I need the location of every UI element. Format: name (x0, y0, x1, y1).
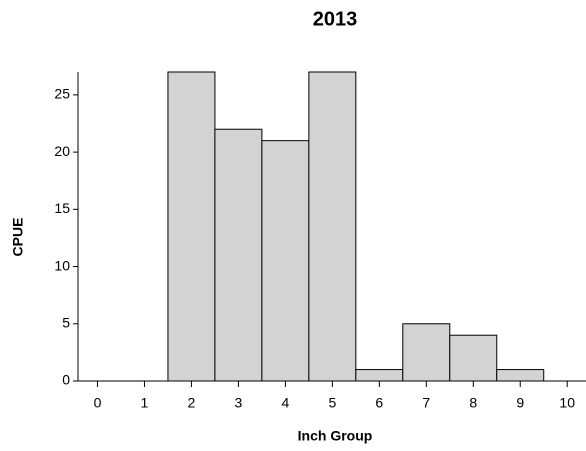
y-tick-label: 10 (54, 257, 70, 273)
x-tick-label: 2 (188, 395, 196, 411)
x-tick-label: 8 (469, 395, 477, 411)
bar (449, 334, 498, 382)
chart-title: 2013 (313, 8, 358, 30)
y-tick-label: 0 (62, 372, 70, 388)
bar (496, 369, 545, 382)
x-tick-label: 3 (235, 395, 243, 411)
bar (214, 128, 263, 382)
y-tick-label: 25 (54, 86, 70, 102)
x-tick-label: 7 (422, 395, 430, 411)
y-tick-label: 5 (62, 314, 70, 330)
x-tick-label: 6 (375, 395, 383, 411)
y-axis-label: CPUE (10, 218, 26, 257)
x-axis-label: Inch Group (298, 428, 373, 444)
bar (402, 323, 451, 382)
x-tick-label: 10 (559, 395, 575, 411)
y-tick-label: 20 (54, 143, 70, 159)
bar (261, 140, 310, 382)
x-tick-label: 9 (516, 395, 524, 411)
x-tick-label: 0 (94, 395, 102, 411)
y-tick-label: 15 (54, 200, 70, 216)
bar (167, 71, 216, 382)
x-tick-label: 5 (328, 395, 336, 411)
bar (355, 369, 404, 382)
x-tick-label: 1 (141, 395, 149, 411)
bar (308, 71, 357, 382)
x-tick-label: 4 (281, 395, 289, 411)
